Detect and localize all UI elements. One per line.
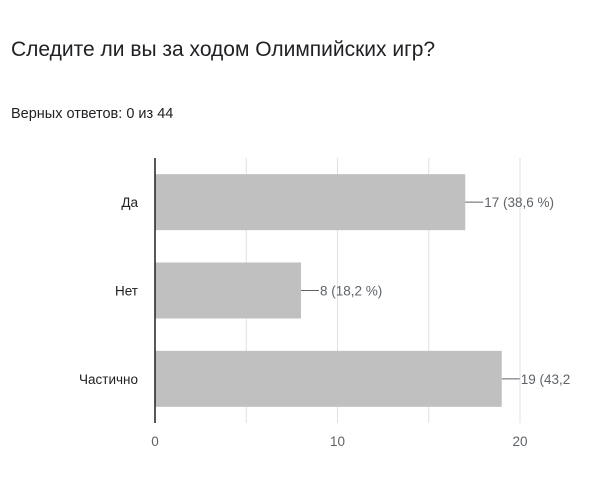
bar (155, 262, 301, 319)
category-label: Нет (115, 284, 138, 299)
question-title: Следите ли вы за ходом Олимпийских игр? (11, 38, 436, 61)
data-label: 17 (38,6 %) (484, 195, 554, 210)
data-label: 8 (18,2 %) (320, 284, 382, 299)
data-label: 19 (43,2 (521, 372, 571, 387)
score-summary: Верных ответов: 0 из 44 (11, 106, 174, 122)
bar (155, 350, 502, 407)
x-tick-label: 0 (151, 434, 159, 449)
bar (155, 174, 466, 231)
bars (155, 174, 502, 407)
x-tick-label: 10 (330, 434, 345, 449)
category-label: Да (121, 195, 138, 210)
x-tick-label: 20 (512, 434, 527, 449)
category-label: Частично (79, 372, 138, 387)
labels: 0 10 20 Да 17 (38,6 %) Нет 8 (18,2 %) Частично 1… (79, 195, 570, 449)
